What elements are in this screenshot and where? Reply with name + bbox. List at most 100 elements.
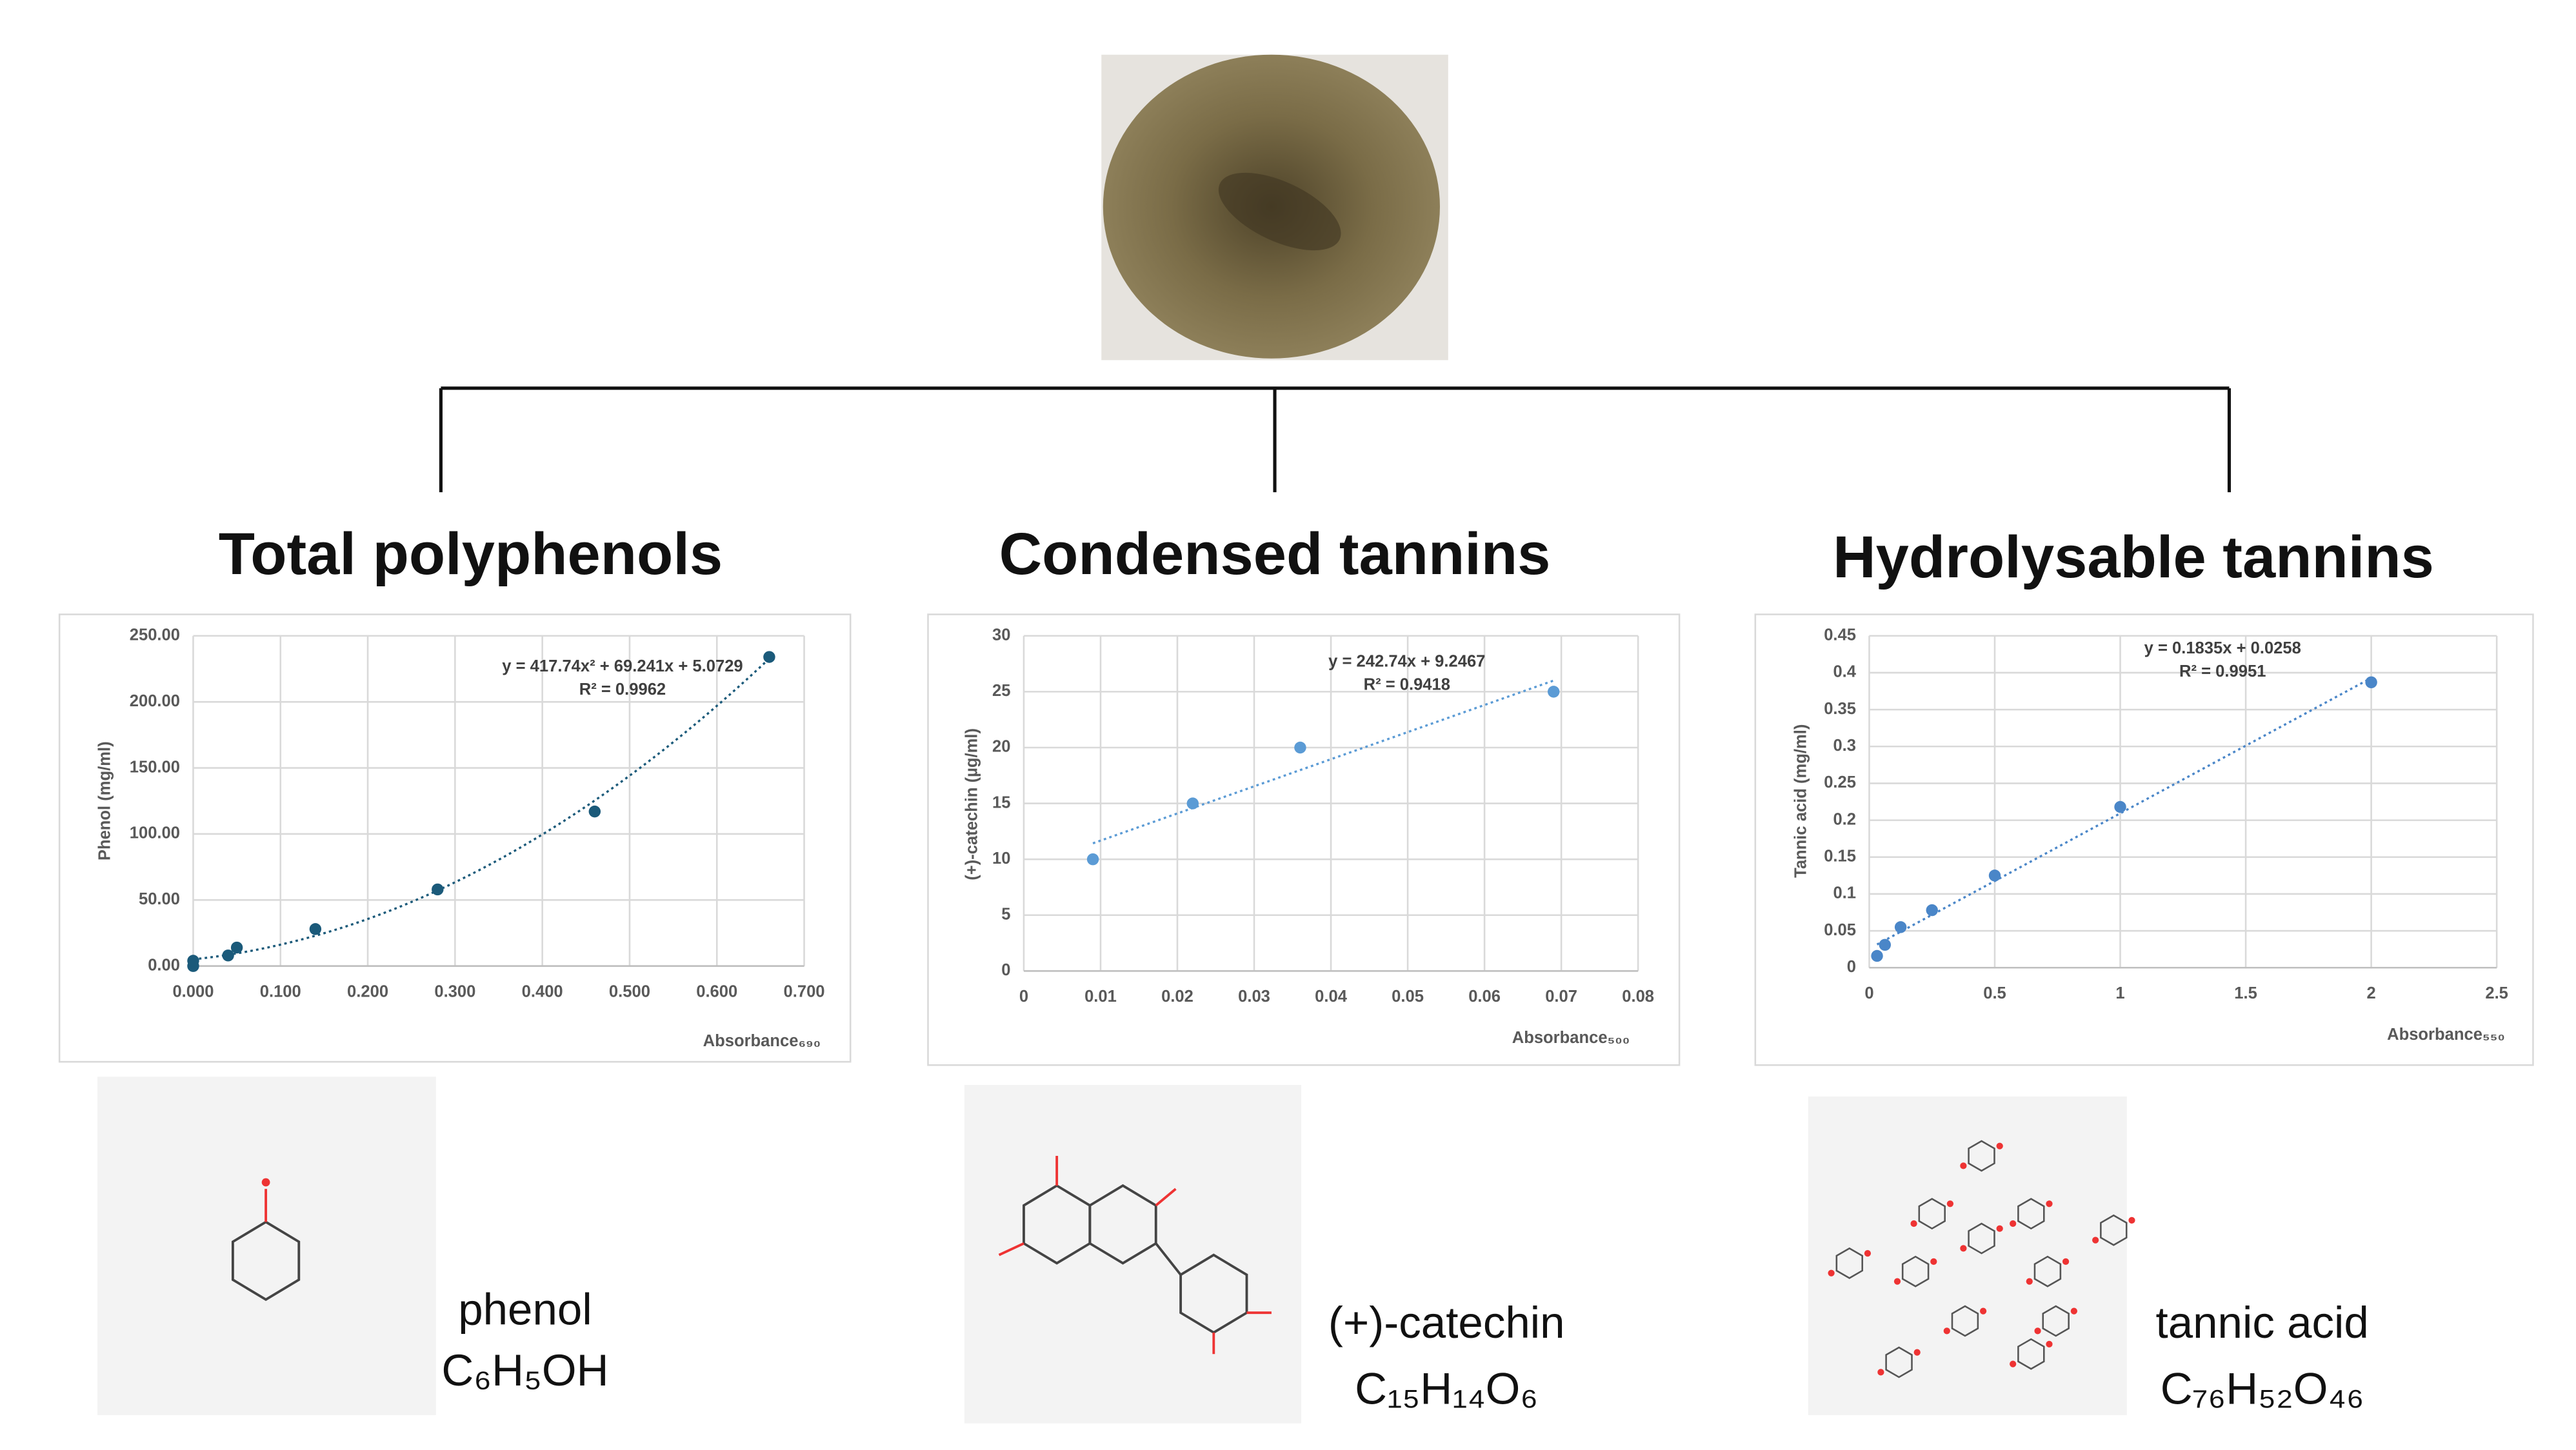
y-tick-label: 5 xyxy=(1001,906,1010,924)
ring xyxy=(1951,1305,1979,1337)
r-squared: R² = 0.9951 xyxy=(2179,662,2266,680)
y-tick-label: 0.1 xyxy=(1833,884,1856,902)
data-point xyxy=(432,883,444,896)
x-axis-label: Absorbance₅₀₀ xyxy=(1512,1029,1630,1047)
oxygen xyxy=(2010,1360,2017,1367)
compound-name: (+)-catechin xyxy=(1328,1297,1565,1347)
oxygen xyxy=(2062,1258,2070,1265)
oxygen xyxy=(2034,1327,2041,1335)
ring xyxy=(1918,1198,1946,1230)
x-tick-label: 0.100 xyxy=(260,982,301,1000)
y-tick-label: 20 xyxy=(992,738,1010,756)
y-tick-label: 25 xyxy=(992,682,1010,700)
x-tick-label: 1 xyxy=(2115,984,2124,1002)
x-tick-label: 1.5 xyxy=(2234,984,2257,1002)
ring xyxy=(1901,1255,1930,1287)
y-tick-label: 0.3 xyxy=(1833,737,1856,755)
x-tick-label: 0.05 xyxy=(1392,988,1424,1006)
y-axis-label: (+)-catechin (µg/ml) xyxy=(963,728,981,880)
ring xyxy=(2033,1255,2062,1287)
x-tick-label: 0.04 xyxy=(1315,988,1348,1006)
oxygen xyxy=(1913,1349,1921,1356)
trend-equation: y = 417.74x² + 69.241x + 5.0729 xyxy=(502,657,743,675)
y-tick-label: 15 xyxy=(992,793,1010,811)
oxygen xyxy=(1864,1249,1872,1257)
oxygen xyxy=(1910,1220,1917,1227)
x-axis-label: Absorbance₅₅₀ xyxy=(2387,1026,2505,1044)
data-point xyxy=(2114,800,2126,813)
oxygen xyxy=(1930,1258,1937,1265)
x-tick-label: 0 xyxy=(1864,984,1873,1002)
data-point xyxy=(1186,797,1199,809)
data-point xyxy=(588,805,601,818)
chart-heading: Hydrolysable tannins xyxy=(1833,524,2434,590)
y-tick-label: 0.4 xyxy=(1833,663,1856,681)
data-point xyxy=(763,651,775,663)
y-tick-label: 30 xyxy=(992,626,1010,644)
ring xyxy=(2017,1338,2045,1370)
compound-name: tannic acid xyxy=(2156,1297,2369,1347)
oxygen xyxy=(1893,1278,1901,1285)
y-tick-label: 150.00 xyxy=(130,758,180,776)
x-tick-label: 0.300 xyxy=(434,982,475,1000)
catechin-structure xyxy=(998,1156,1272,1355)
data-point xyxy=(309,923,322,935)
x-tick-label: 0.03 xyxy=(1238,988,1270,1006)
ring xyxy=(1885,1346,1913,1378)
compound-formula: C₁₅H₁₄O₆ xyxy=(1355,1363,1538,1413)
oxygen xyxy=(2092,1236,2099,1244)
phenol-structure xyxy=(231,1178,301,1301)
oxygen xyxy=(2046,1340,2053,1347)
oxygen xyxy=(1960,1245,1967,1252)
data-point xyxy=(222,949,234,962)
oxygen xyxy=(2010,1220,2017,1227)
y-tick-label: 10 xyxy=(992,849,1010,868)
y-tick-label: 0.05 xyxy=(1824,921,1856,939)
molecule-panels xyxy=(97,1077,2135,1424)
ring xyxy=(1968,1222,1995,1255)
oxygen xyxy=(2070,1307,2077,1315)
chart-heading: Condensed tannins xyxy=(999,521,1551,587)
x-tick-label: 0.000 xyxy=(172,982,214,1000)
oxygen xyxy=(1979,1307,1987,1315)
r-squared: R² = 0.9962 xyxy=(579,680,666,699)
ring xyxy=(1968,1140,1995,1172)
data-point xyxy=(230,941,243,954)
y-tick-label: 0.2 xyxy=(1833,810,1856,828)
data-point xyxy=(1894,921,1907,933)
oxygen xyxy=(1877,1369,1884,1376)
compound-formula: C₇₆H₅₂O₄₆ xyxy=(2161,1363,2364,1413)
data-point xyxy=(1086,853,1099,866)
oxygen xyxy=(2026,1278,2033,1285)
oxygen xyxy=(1943,1327,1950,1335)
compound-formula: C₆H₅OH xyxy=(441,1345,608,1395)
data-point xyxy=(187,955,199,967)
data-point xyxy=(1547,686,1560,698)
trendline xyxy=(1876,677,2372,946)
y-tick-label: 0.35 xyxy=(1824,700,1856,718)
y-axis-label: Tannic acid (mg/ml) xyxy=(1792,724,1810,878)
y-tick-label: 50.00 xyxy=(139,890,180,908)
x-tick-label: 0.06 xyxy=(1468,988,1501,1006)
y-tick-label: 0.00 xyxy=(148,956,180,974)
oxygen xyxy=(2046,1200,2053,1207)
ring xyxy=(2100,1214,2128,1246)
chart-heading: Total polyphenols xyxy=(219,521,723,587)
data-point xyxy=(2365,676,2377,689)
x-tick-label: 0.700 xyxy=(784,982,825,1000)
ring xyxy=(1835,1247,1863,1279)
oxygen xyxy=(1996,1142,2003,1149)
x-tick-label: 0.200 xyxy=(347,982,388,1000)
x-tick-label: 0.07 xyxy=(1545,988,1577,1006)
data-point xyxy=(1879,939,1892,951)
r-squared: R² = 0.9418 xyxy=(1364,675,1450,693)
compound-name: phenol xyxy=(458,1284,592,1334)
x-tick-label: 0.600 xyxy=(696,982,737,1000)
trendline xyxy=(1092,679,1554,844)
y-tick-label: 200.00 xyxy=(130,692,180,710)
x-tick-label: 0.02 xyxy=(1161,988,1193,1006)
data-point xyxy=(1294,741,1306,754)
ring xyxy=(2017,1198,2045,1230)
oxygen xyxy=(1828,1269,1835,1276)
